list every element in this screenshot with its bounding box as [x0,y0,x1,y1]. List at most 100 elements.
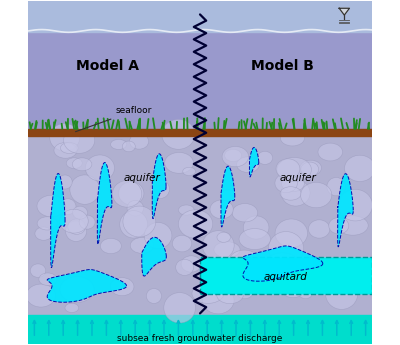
Ellipse shape [181,256,201,272]
Ellipse shape [178,210,213,238]
Bar [28,130,372,315]
Ellipse shape [217,286,244,304]
Ellipse shape [112,180,142,207]
Ellipse shape [210,200,233,219]
Ellipse shape [35,227,52,240]
Ellipse shape [301,162,319,177]
Ellipse shape [277,158,312,182]
Ellipse shape [338,189,372,221]
Ellipse shape [72,158,92,171]
Polygon shape [152,154,166,219]
Ellipse shape [66,221,86,242]
Ellipse shape [30,264,46,277]
Ellipse shape [280,187,301,200]
Ellipse shape [338,216,368,235]
Ellipse shape [178,205,194,215]
Ellipse shape [85,155,114,181]
Bar [28,129,372,136]
Ellipse shape [100,238,121,254]
Polygon shape [51,174,65,268]
Polygon shape [97,162,112,244]
Ellipse shape [68,219,86,234]
Ellipse shape [118,182,144,205]
Ellipse shape [60,142,78,154]
Ellipse shape [275,174,297,193]
Ellipse shape [120,211,148,238]
Bar [28,1,372,130]
Polygon shape [339,8,350,15]
Ellipse shape [130,134,149,149]
Ellipse shape [214,242,240,258]
Ellipse shape [58,175,72,189]
Polygon shape [142,237,166,276]
Ellipse shape [202,231,234,260]
Bar [28,1,372,32]
Ellipse shape [122,141,135,152]
Ellipse shape [39,273,57,286]
Ellipse shape [165,152,194,173]
Ellipse shape [237,287,252,299]
Ellipse shape [66,158,82,168]
Ellipse shape [280,130,304,146]
Ellipse shape [280,278,306,298]
Bar [28,315,372,344]
Ellipse shape [127,200,144,216]
Ellipse shape [331,276,350,288]
Ellipse shape [192,284,224,303]
Ellipse shape [79,215,95,229]
Ellipse shape [50,124,80,151]
Ellipse shape [232,204,258,222]
Text: subsea fresh groundwater discharge: subsea fresh groundwater discharge [117,334,283,343]
Ellipse shape [225,149,242,161]
Ellipse shape [183,167,196,176]
Ellipse shape [222,147,248,167]
Polygon shape [250,147,259,177]
Ellipse shape [176,259,194,275]
Ellipse shape [230,250,259,270]
Ellipse shape [73,206,88,219]
Ellipse shape [300,183,332,208]
Ellipse shape [344,155,375,181]
Ellipse shape [327,177,346,196]
Ellipse shape [150,180,170,199]
Polygon shape [221,166,235,227]
Ellipse shape [281,270,304,284]
Ellipse shape [164,293,196,323]
Ellipse shape [265,253,299,277]
Ellipse shape [243,216,269,239]
Ellipse shape [276,159,300,179]
Ellipse shape [318,143,342,161]
Ellipse shape [110,278,134,296]
Ellipse shape [60,277,94,303]
Polygon shape [338,174,353,247]
Ellipse shape [268,231,304,265]
Ellipse shape [329,218,349,234]
Ellipse shape [65,303,79,313]
Ellipse shape [282,176,304,192]
Ellipse shape [123,206,156,237]
Ellipse shape [54,142,77,158]
Ellipse shape [257,151,273,165]
Ellipse shape [60,209,88,233]
Ellipse shape [37,195,65,217]
Ellipse shape [144,223,172,249]
Ellipse shape [300,160,322,176]
Ellipse shape [26,284,56,307]
Ellipse shape [202,287,234,314]
Ellipse shape [275,219,308,247]
Text: Model B: Model B [251,59,314,73]
Ellipse shape [146,288,162,304]
Ellipse shape [236,157,259,172]
Ellipse shape [110,139,127,149]
Ellipse shape [130,238,154,253]
Ellipse shape [64,127,95,153]
Text: aquitard: aquitard [264,272,308,282]
Ellipse shape [37,217,57,230]
Text: aquifer: aquifer [123,172,160,183]
Ellipse shape [281,180,310,206]
Polygon shape [243,246,323,281]
Ellipse shape [298,287,312,299]
Text: seafloor: seafloor [76,106,152,132]
Ellipse shape [221,190,235,201]
Ellipse shape [326,278,358,309]
